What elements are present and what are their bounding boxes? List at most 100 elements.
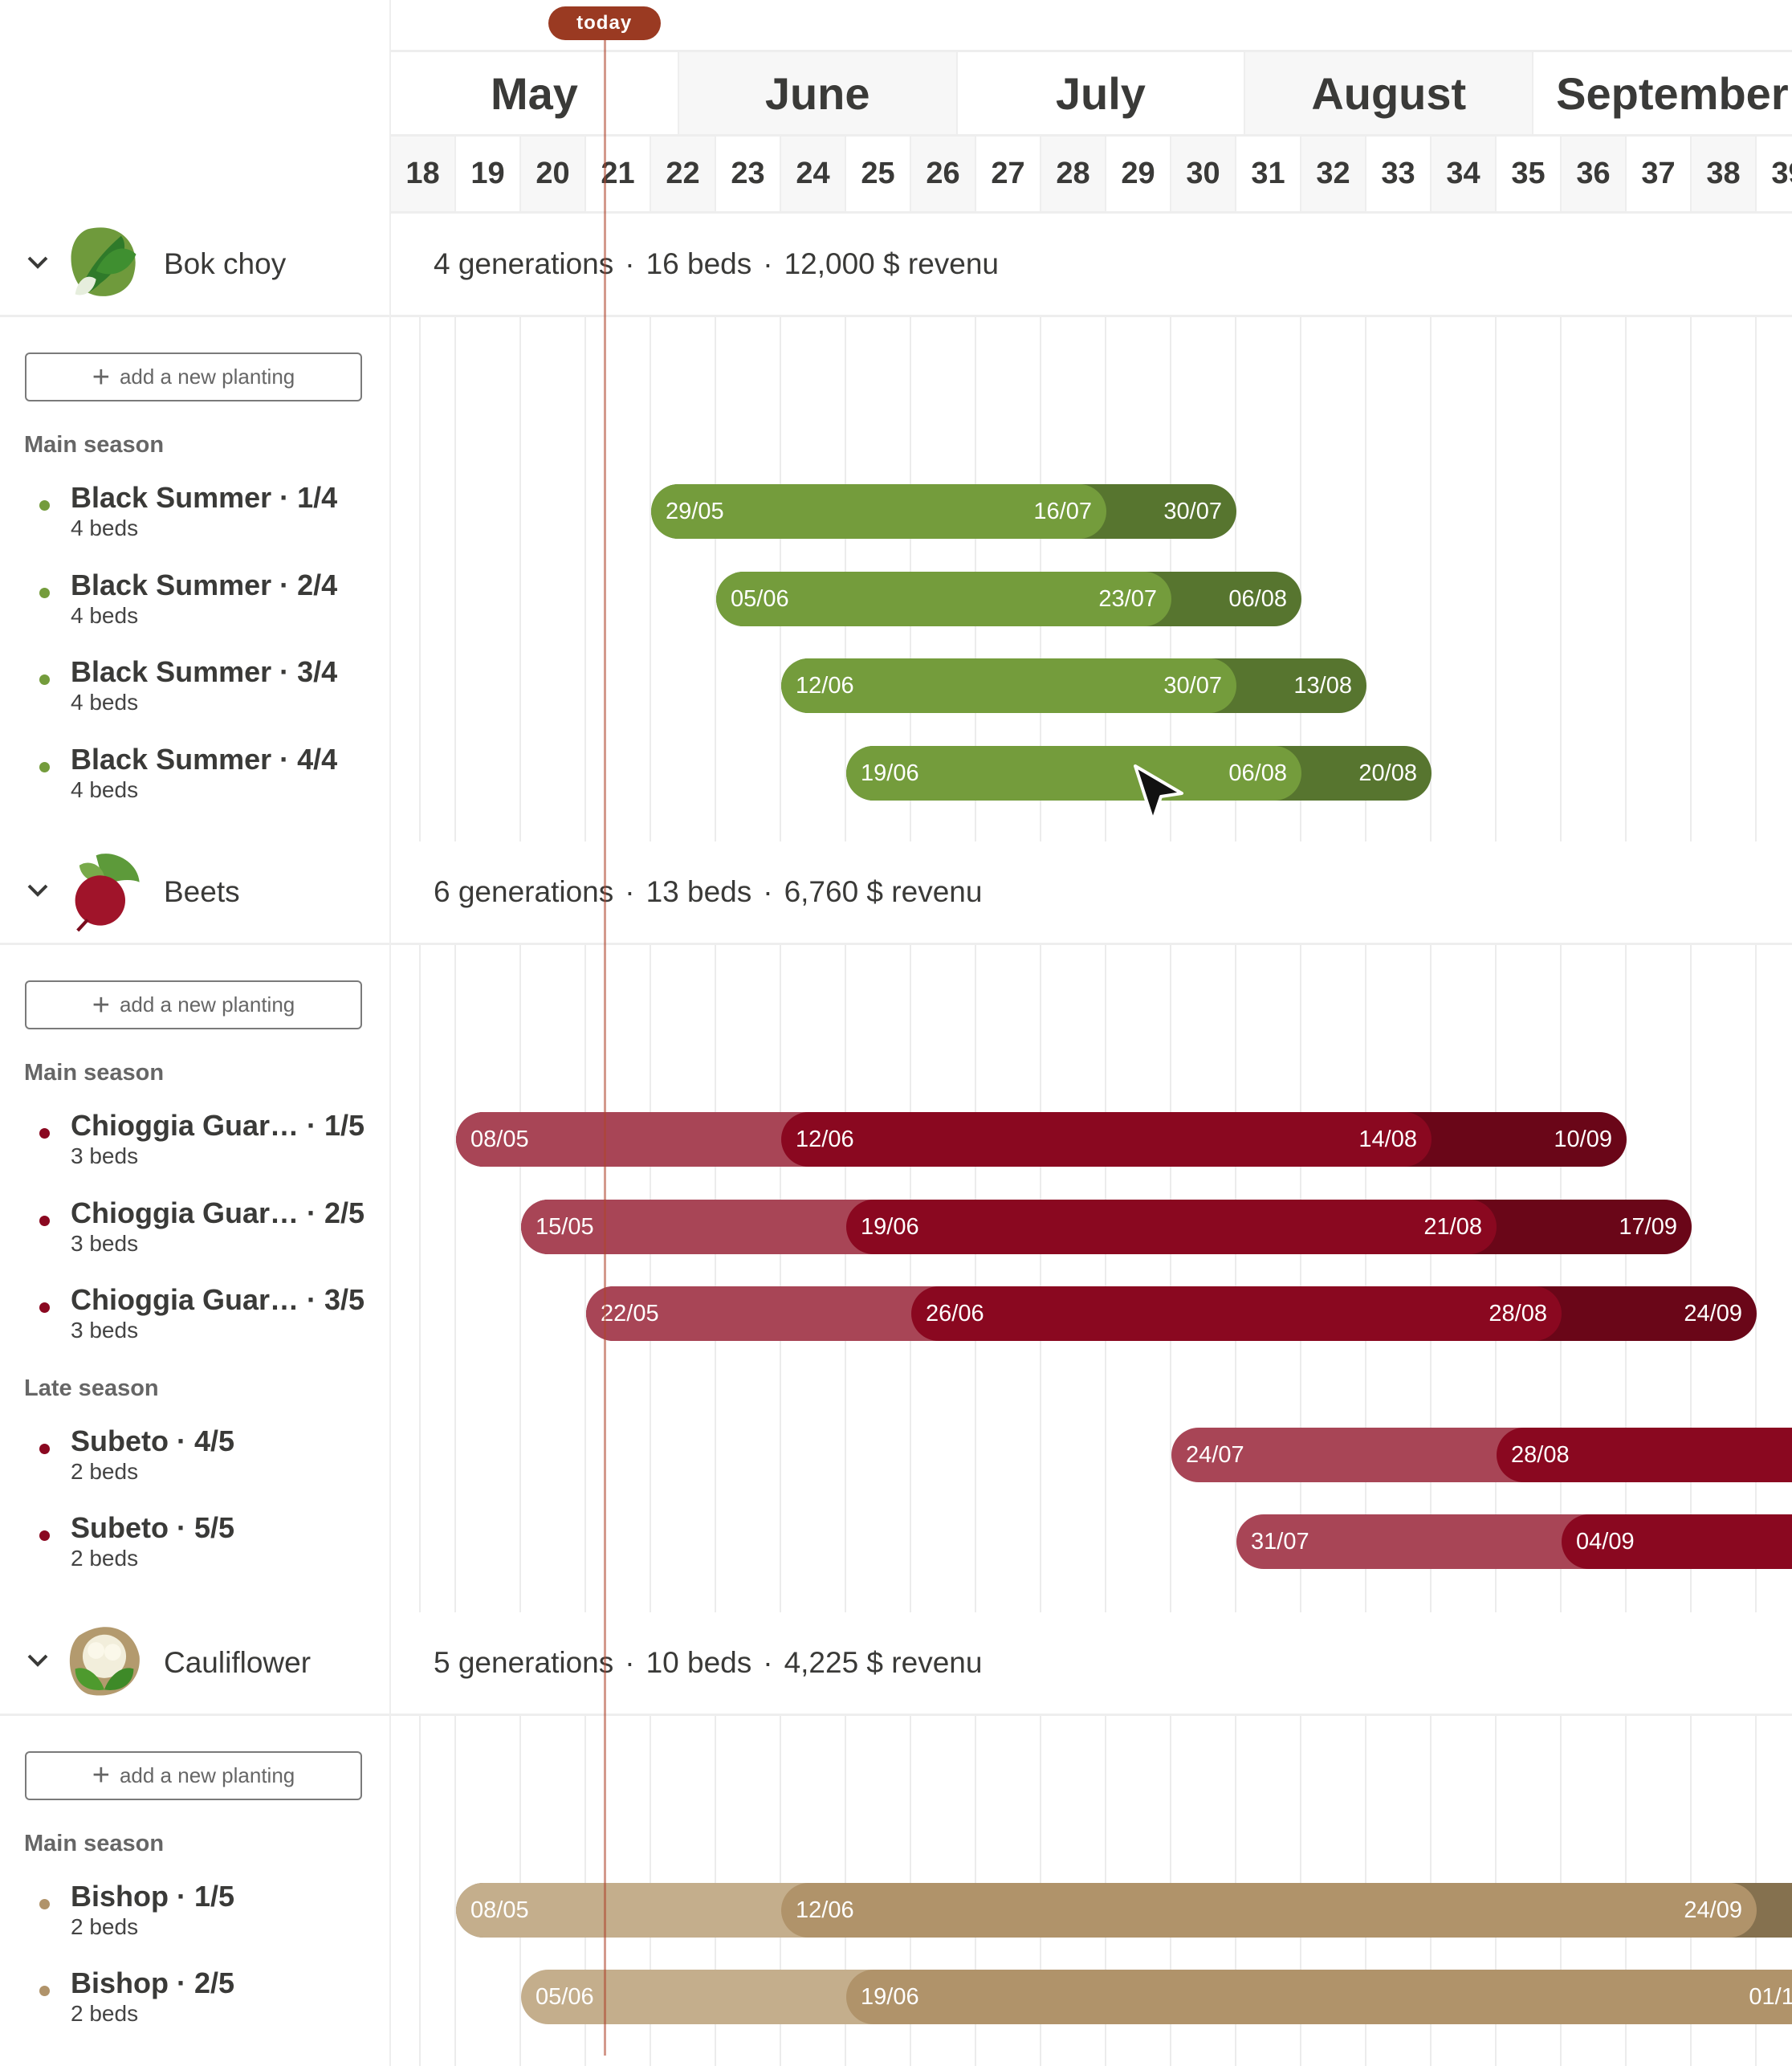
bar-segment[interactable]: 05/06 23/07 [716, 571, 1171, 626]
planting-bar[interactable]: 24/09 22/05 26/06 28/08 [391, 1286, 1792, 1341]
planting-name[interactable]: Bishop · 2/5 [71, 1966, 235, 1999]
bar-segment[interactable]: 19/06 06/08 [846, 745, 1301, 801]
bar-segment[interactable]: 12/06 24/09 [781, 1882, 1757, 1938]
add-planting-button[interactable]: + add a new planting [25, 352, 362, 401]
season-label: Main season [24, 1060, 165, 1086]
separator: · [625, 247, 635, 280]
bullet-icon [39, 1986, 50, 1996]
planting-name[interactable]: Black Summer · 4/4 [71, 742, 338, 776]
planting-bar[interactable]: 05/06 19/06 01/10 [391, 1970, 1792, 2024]
add-planting-row-left: + add a new planting [0, 317, 391, 422]
bar-segment[interactable]: 19/06 01/10 [846, 1970, 1792, 2024]
planting-name[interactable]: Black Summer · 3/4 [71, 655, 338, 688]
week-32[interactable]: 32 [1301, 137, 1366, 211]
week-27[interactable]: 27 [976, 137, 1041, 211]
planting-row-left: Subeto · 4/5 2 beds [0, 1411, 391, 1498]
add-planting-button[interactable]: + add a new planting [25, 1750, 362, 1800]
crop-body: + add a new planting Main season Bishop · 1… [0, 1715, 1792, 2066]
add-planting-row: + add a new planting [0, 317, 1792, 422]
chevron-down-icon[interactable] [0, 1647, 51, 1678]
season-row: Main season [0, 1819, 1792, 1867]
planting-name[interactable]: Chioggia Guar… · 2/5 [71, 1196, 365, 1229]
beet-icon [51, 849, 146, 936]
planting-row[interactable]: Black Summer · 3/4 4 beds 13/08 12/06 30/07 [0, 642, 1792, 730]
week-23[interactable]: 23 [716, 137, 781, 211]
week-38[interactable]: 38 [1692, 137, 1757, 211]
timeline-grid [391, 1819, 1792, 1867]
date-label: 23/07 [1098, 585, 1157, 612]
planting-beds: 4 beds [71, 602, 139, 628]
planting-name[interactable]: Bishop · 1/5 [71, 1879, 235, 1913]
timeline-grid: 08/05 12/06 24/09 [391, 1866, 1792, 1954]
planting-name[interactable]: Chioggia Guar… · 1/5 [71, 1109, 365, 1142]
timeline-grid [391, 1357, 1792, 1412]
week-31[interactable]: 31 [1236, 137, 1301, 211]
crop-header[interactable]: Cauliflower 5 generations · 10 beds · 4,225 $… [0, 1612, 1792, 1716]
season-label: Main season [24, 432, 165, 458]
bar-segment[interactable]: 28/08 [1497, 1427, 1792, 1482]
crop-header[interactable]: Bok choy 4 generations · 16 beds · 12,000 $ r… [0, 214, 1792, 317]
planting-row[interactable]: Black Summer · 4/4 4 beds 20/08 19/06 06/08 [0, 729, 1792, 817]
today-badge[interactable]: today [548, 6, 661, 40]
planting-name[interactable]: Black Summer · 1/4 [71, 481, 338, 514]
bar-segment[interactable]: 26/06 28/08 [911, 1286, 1562, 1341]
chevron-down-icon[interactable] [0, 249, 51, 280]
week-21[interactable]: 21 [586, 137, 651, 211]
planting-beds: 3 beds [71, 1230, 139, 1256]
week-28[interactable]: 28 [1041, 137, 1106, 211]
separator: · [763, 247, 773, 280]
week-22[interactable]: 22 [651, 137, 716, 211]
planting-name[interactable]: Black Summer · 2/4 [71, 568, 338, 601]
planting-row[interactable]: Bishop · 1/5 2 beds 08/05 12/06 24/09 [0, 1866, 1792, 1954]
week-29[interactable]: 29 [1106, 137, 1171, 211]
planting-bar[interactable]: 06/08 05/06 23/07 [391, 571, 1792, 626]
separator: · [625, 1645, 635, 1679]
week-35[interactable]: 35 [1497, 137, 1562, 211]
bar-segment[interactable]: 04/09 [1562, 1514, 1792, 1569]
planting-bar[interactable]: 08/05 12/06 24/09 [391, 1882, 1792, 1938]
planting-name[interactable]: Chioggia Guar… · 3/5 [71, 1283, 365, 1316]
week-24[interactable]: 24 [781, 137, 846, 211]
beds-count: 16 beds [646, 247, 752, 280]
planting-row[interactable]: Subeto · 4/5 2 beds 24/07 28/08 [0, 1411, 1792, 1498]
planting-row[interactable]: Chioggia Guar… · 1/5 3 beds 10/09 08/05 12/0… [0, 1096, 1792, 1184]
crop-header[interactable]: Beets 6 generations · 13 beds · 6,760 $ reven… [0, 841, 1792, 945]
week-19[interactable]: 19 [456, 137, 521, 211]
week-25[interactable]: 25 [846, 137, 911, 211]
planting-bar[interactable]: 13/08 12/06 30/07 [391, 658, 1792, 713]
week-26[interactable]: 26 [911, 137, 976, 211]
planting-bar[interactable]: 31/07 04/09 [391, 1514, 1792, 1569]
planting-bar[interactable]: 17/09 15/05 19/06 21/08 [391, 1199, 1792, 1254]
week-36[interactable]: 36 [1562, 137, 1627, 211]
planting-bar[interactable]: 20/08 19/06 06/08 [391, 745, 1792, 801]
bar-segment[interactable]: 12/06 30/07 [781, 658, 1236, 713]
planting-name[interactable]: Subeto · 5/5 [71, 1511, 235, 1544]
week-33[interactable]: 33 [1366, 137, 1432, 211]
planting-row[interactable]: Bishop · 2/52 beds 05/06 19/06 01/10 [0, 1954, 1792, 2041]
week-20[interactable]: 20 [521, 137, 586, 211]
week-37[interactable]: 37 [1627, 137, 1692, 211]
date-label: 24/09 [1684, 1897, 1742, 1923]
planting-bar[interactable]: 30/07 29/05 16/07 [391, 484, 1792, 539]
bar-segment[interactable]: 19/06 21/08 [846, 1199, 1497, 1254]
add-planting-button[interactable]: + add a new planting [25, 980, 362, 1029]
bullet-icon [39, 1530, 50, 1541]
bar-segment[interactable]: 29/05 16/07 [651, 484, 1106, 539]
date-label: 19/06 [861, 760, 919, 786]
week-18[interactable]: 18 [391, 137, 456, 211]
revenue: 12,000 $ revenu [784, 247, 999, 280]
planting-row[interactable]: Chioggia Guar… · 3/5 3 beds 24/09 22/05 26/0… [0, 1270, 1792, 1358]
bar-segment[interactable]: 12/06 14/08 [781, 1112, 1432, 1167]
planting-row[interactable]: Subeto · 5/5 2 beds 31/07 04/09 [0, 1498, 1792, 1586]
week-34[interactable]: 34 [1432, 137, 1497, 211]
planting-row[interactable]: Black Summer · 1/4 4 beds 30/07 29/05 16/07 [0, 468, 1792, 556]
planting-bar[interactable]: 10/09 08/05 12/06 14/08 [391, 1112, 1792, 1167]
date-label: 16/07 [1033, 499, 1092, 524]
planting-name[interactable]: Subeto · 4/5 [71, 1424, 235, 1457]
week-30[interactable]: 30 [1171, 137, 1236, 211]
week-39[interactable]: 39 [1757, 137, 1792, 211]
chevron-down-icon[interactable] [0, 877, 51, 908]
planting-row[interactable]: Black Summer · 2/4 4 beds 06/08 05/06 23/07 [0, 555, 1792, 642]
planting-bar[interactable]: 24/07 28/08 [391, 1427, 1792, 1482]
planting-row[interactable]: Chioggia Guar… · 2/5 3 beds 17/09 15/05 19/0… [0, 1183, 1792, 1270]
